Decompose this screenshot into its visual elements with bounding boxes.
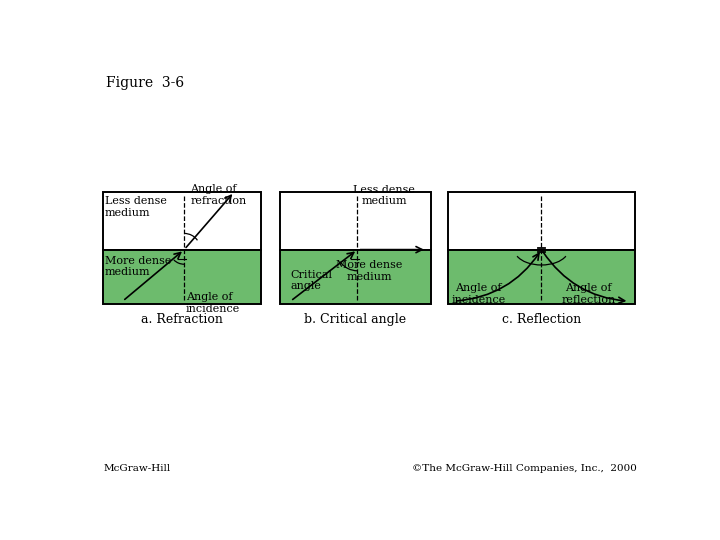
Text: McGraw-Hill: McGraw-Hill bbox=[104, 464, 171, 473]
Text: More dense
medium: More dense medium bbox=[336, 260, 402, 282]
Text: Angle of
refraction: Angle of refraction bbox=[190, 184, 247, 206]
Bar bbox=[281, 249, 431, 303]
Bar bbox=[104, 249, 261, 303]
Text: Figure  3-6: Figure 3-6 bbox=[106, 76, 184, 90]
Bar bbox=[104, 192, 261, 249]
Bar bbox=[449, 249, 634, 303]
Bar bbox=[281, 192, 431, 249]
Text: c. Reflection: c. Reflection bbox=[502, 313, 581, 326]
Text: Angle of
incidence: Angle of incidence bbox=[451, 284, 505, 305]
Text: Less dense
medium: Less dense medium bbox=[354, 185, 415, 206]
Text: a. Refraction: a. Refraction bbox=[141, 313, 222, 326]
Text: More dense
medium: More dense medium bbox=[105, 256, 171, 278]
Text: Angle of
incidence: Angle of incidence bbox=[186, 292, 240, 314]
Bar bbox=[449, 192, 634, 249]
Text: ©The McGraw-Hill Companies, Inc.,  2000: ©The McGraw-Hill Companies, Inc., 2000 bbox=[412, 464, 637, 473]
Text: Angle of
reflection: Angle of reflection bbox=[562, 284, 616, 305]
Text: Critical
angle: Critical angle bbox=[290, 269, 333, 291]
Text: Less dense
medium: Less dense medium bbox=[105, 197, 167, 218]
Text: b. Critical angle: b. Critical angle bbox=[304, 313, 406, 326]
